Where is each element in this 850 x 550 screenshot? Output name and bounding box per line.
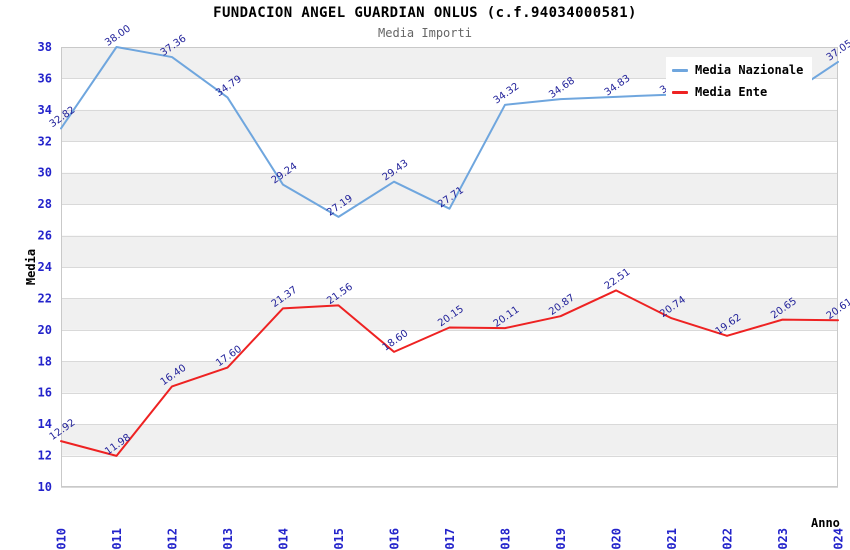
y-tick-label: 36 (38, 71, 52, 85)
y-tick-label: 14 (38, 417, 52, 431)
legend-label-media-nazionale: Media Nazionale (695, 63, 804, 77)
x-tick-label: 2020 (610, 528, 624, 550)
x-tick-label: 2012 (166, 528, 180, 550)
plot-band (61, 361, 838, 393)
y-axis-title: Media (24, 249, 38, 285)
x-tick-label: 2021 (665, 528, 679, 550)
point-label: 22.51 (603, 267, 633, 292)
plot-band (61, 235, 838, 267)
legend-item-media-ente: Media Ente (672, 85, 812, 99)
point-label: 34.68 (547, 75, 577, 100)
y-tick-label: 38 (38, 40, 52, 54)
y-tick-label: 32 (38, 134, 52, 148)
legend-label-media-ente: Media Ente (695, 85, 768, 99)
point-label: 18.60 (381, 328, 411, 353)
red-line-swatch-icon (672, 90, 688, 94)
x-tick-label: 2018 (499, 528, 513, 550)
y-tick-label: 34 (38, 103, 52, 117)
x-axis-title: Anno (811, 516, 840, 530)
y-tick-label: 18 (38, 354, 52, 368)
blue-line-swatch-icon (672, 68, 688, 72)
plot-band (61, 109, 838, 142)
x-tick-label: 2024 (832, 528, 846, 550)
media-ente-line (60, 289, 839, 457)
x-tick-label: 2014 (277, 528, 291, 550)
y-tick-label: 28 (38, 197, 52, 211)
plot-border (61, 47, 838, 487)
y-tick-label: 16 (38, 386, 52, 400)
y-tick-label: 20 (38, 323, 52, 337)
x-tick-label: 2011 (110, 528, 124, 550)
y-tick-label: 30 (38, 166, 52, 180)
plot-band (61, 424, 838, 456)
x-tick-label: 2017 (443, 528, 457, 550)
y-tick-label: 22 (38, 291, 52, 305)
plot-band (61, 298, 838, 330)
x-tick-label: 2013 (221, 528, 235, 550)
x-tick-label: 2022 (721, 528, 735, 550)
y-tick-label: 26 (38, 229, 52, 243)
y-tick-label: 10 (38, 480, 52, 494)
y-tick-label: 12 (38, 449, 52, 463)
x-tick-label: 2015 (332, 528, 346, 550)
chart-subtitle: Media Importi (378, 26, 472, 40)
legend: Media Nazionale Media Ente (666, 57, 812, 105)
x-tick-label: 2019 (554, 528, 568, 550)
y-tick-label: 24 (38, 260, 52, 274)
plot-band (61, 172, 838, 205)
x-tick-label: 2016 (388, 528, 402, 550)
legend-item-media-nazionale: Media Nazionale (672, 63, 812, 77)
x-tick-label: 2023 (776, 528, 790, 550)
x-tick-label: 2010 (55, 528, 69, 550)
chart-title: FUNDACION ANGEL GUARDIAN ONLUS (c.f.9403… (213, 5, 637, 21)
point-label: 38.00 (103, 23, 133, 48)
